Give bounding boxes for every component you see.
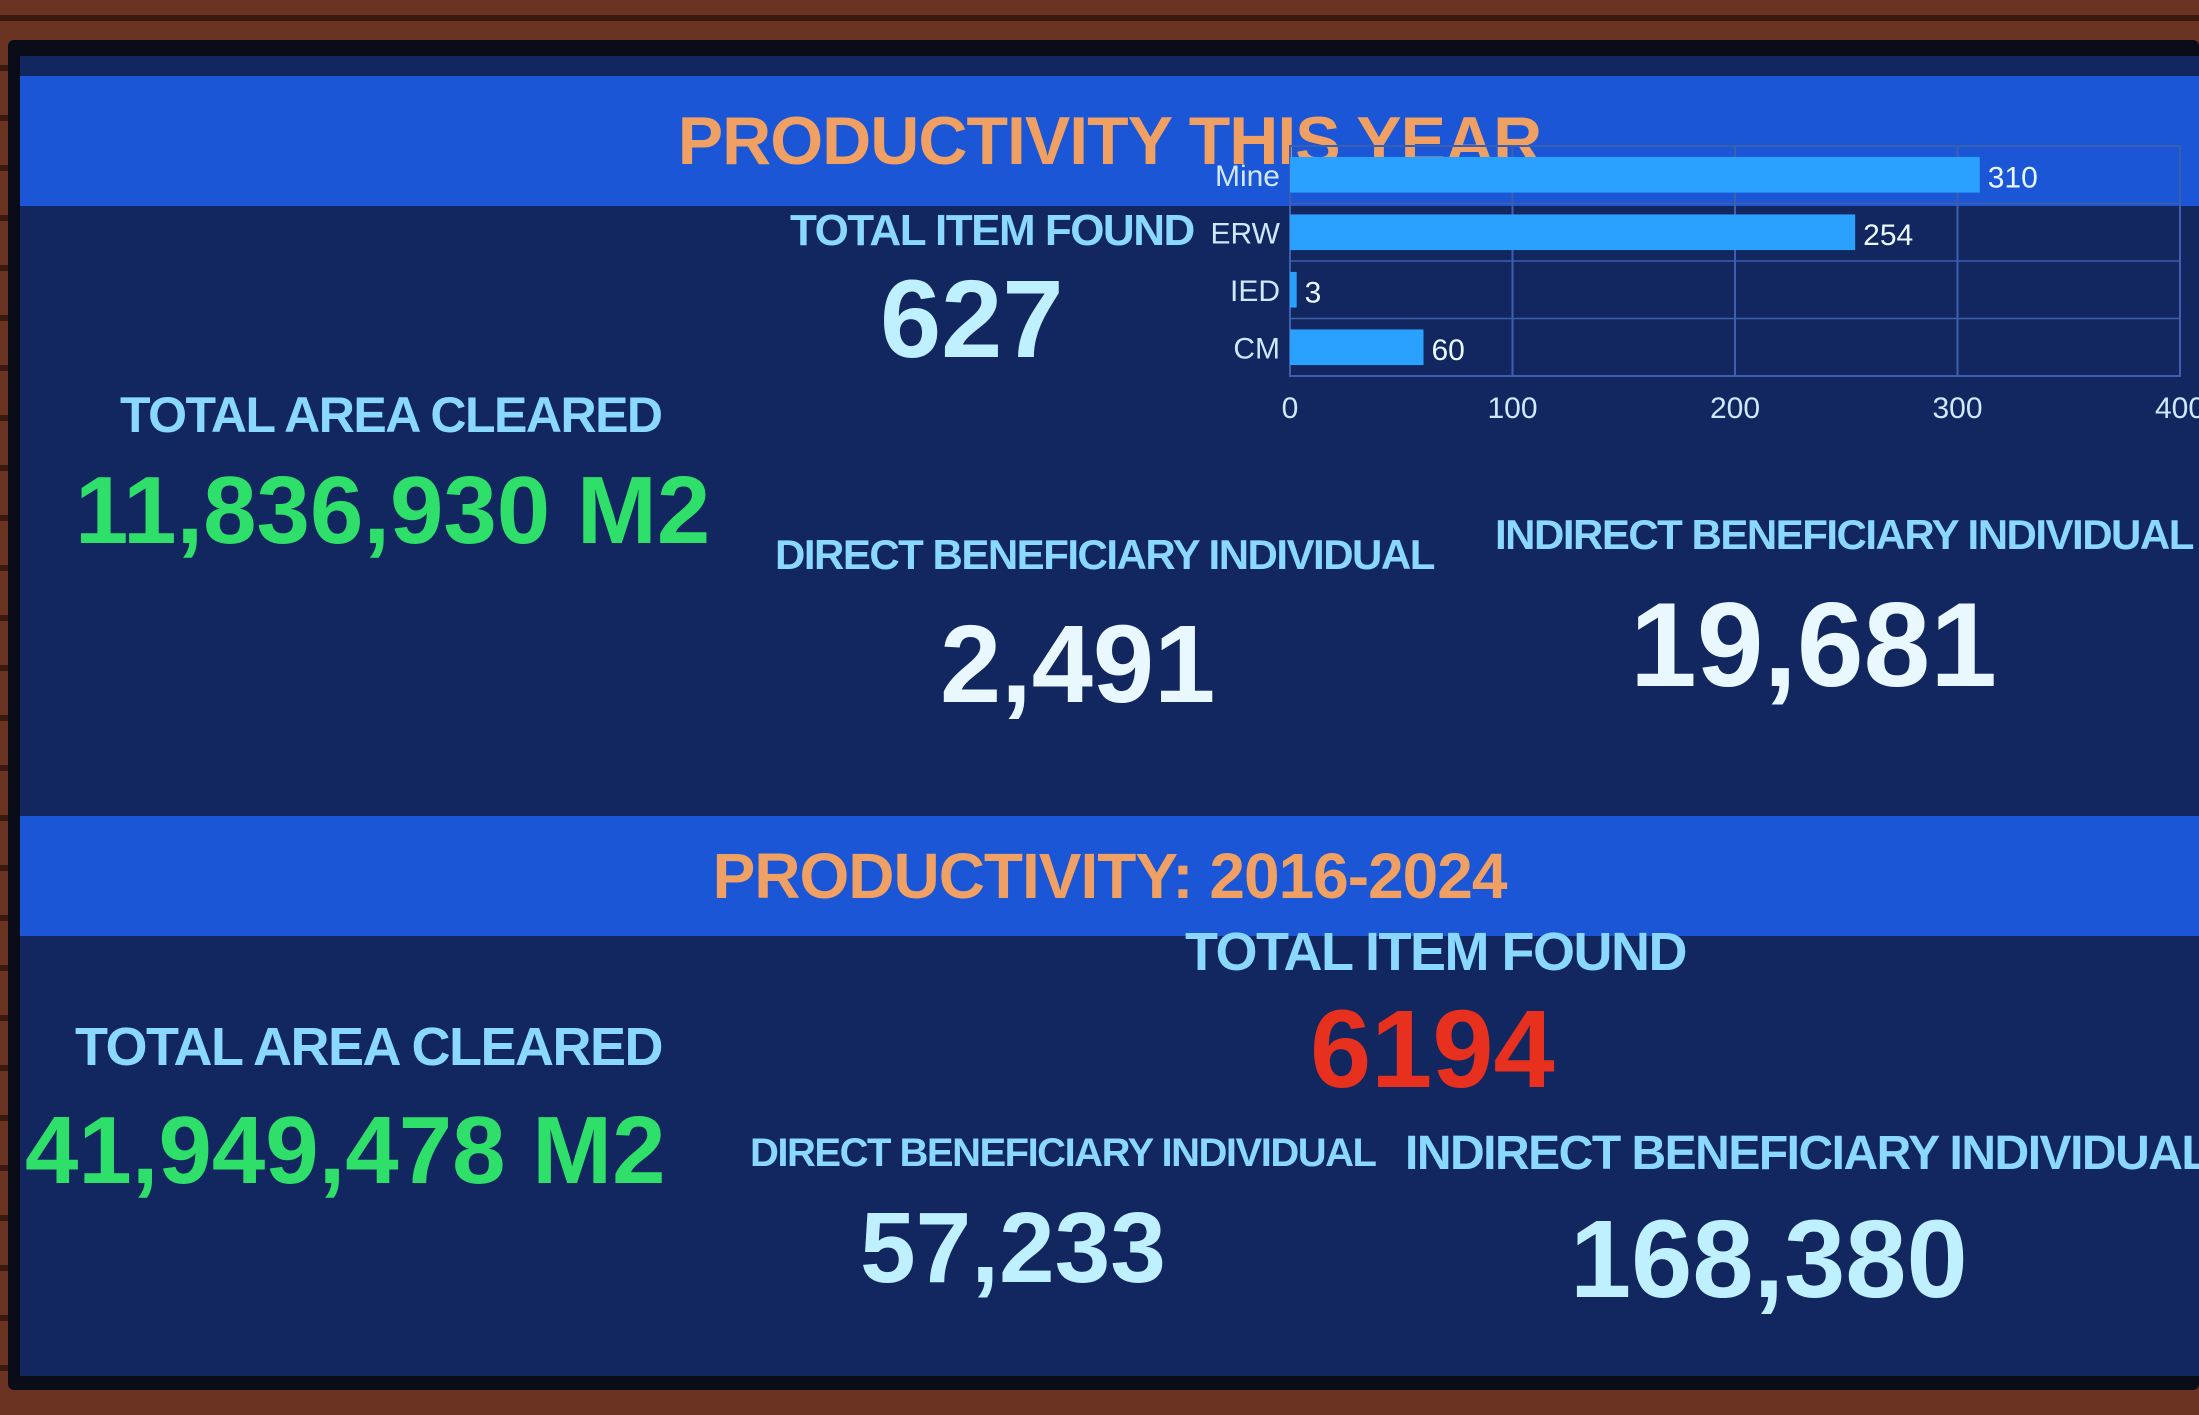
all-time-indirect-value: 168,380 xyxy=(1570,1198,1968,1321)
this-year-total-item-value: 627 xyxy=(880,258,1064,381)
all-time-total-item-value: 6194 xyxy=(1310,988,1555,1111)
all-time-direct-label: DIRECT BENEFICIARY INDIVIDUAL xyxy=(750,1131,1377,1175)
all-time-direct-value: 57,233 xyxy=(860,1192,1166,1304)
this-year-indirect-value: 19,681 xyxy=(1630,578,1998,712)
chart-bar-mine xyxy=(1290,156,1980,193)
this-year-total-area-label: TOTAL AREA CLEARED xyxy=(120,387,663,443)
chart-category-label: Mine xyxy=(1215,160,1280,193)
this-year-direct-value: 2,491 xyxy=(940,603,1216,726)
chart-data-label: 60 xyxy=(1432,334,1465,367)
this-year-direct-label: DIRECT BENEFICIARY INDIVIDUAL xyxy=(775,531,1435,578)
chart-x-tick-label: 200 xyxy=(1710,392,1760,425)
this-year-indirect-label: INDIRECT BENEFICIARY INDIVIDUAL xyxy=(1495,511,2194,558)
dashboard-screen: PRODUCTIVITY THIS YEAR TOTAL ITEM FOUND … xyxy=(20,56,2199,1376)
all-time-header-band: PRODUCTIVITY: 2016-2024 xyxy=(20,816,2199,936)
items-found-bar-chart: 0 100 200 300 400 Mine 310 ERW 254 IED 3 CM 60 xyxy=(1211,145,2199,425)
all-time-total-area-label: TOTAL AREA CLEARED xyxy=(75,1017,664,1077)
chart-data-label: 310 xyxy=(1988,162,2038,195)
chart-category-label: ERW xyxy=(1211,217,1281,250)
chart-x-tick-label: 100 xyxy=(1487,392,1537,425)
all-time-indirect-label: INDIRECT BENEFICIARY INDIVIDUAL xyxy=(1405,1127,2199,1180)
chart-x-tick-label: 300 xyxy=(1932,392,1982,425)
chart-bar-cm xyxy=(1290,329,1424,366)
this-year-total-item-label: TOTAL ITEM FOUND xyxy=(790,206,1195,255)
this-year-total-area-value: 11,836,930 M2 xyxy=(75,457,711,564)
chart-data-label: 254 xyxy=(1863,219,1913,252)
chart-bar-erw xyxy=(1290,214,1856,251)
all-time-title: PRODUCTIVITY: 2016-2024 xyxy=(712,840,1508,912)
chart-x-tick-label: 0 xyxy=(1282,392,1299,425)
all-time-total-area-value: 41,949,478 M2 xyxy=(25,1097,666,1204)
chart-x-tick-label: 400 xyxy=(2155,392,2199,425)
chart-bar-ied xyxy=(1290,271,1297,308)
all-time-total-item-label: TOTAL ITEM FOUND xyxy=(1185,922,1687,982)
chart-category-label: CM xyxy=(1233,332,1280,365)
chart-category-label: IED xyxy=(1230,275,1280,308)
chart-data-label: 3 xyxy=(1305,277,1322,310)
